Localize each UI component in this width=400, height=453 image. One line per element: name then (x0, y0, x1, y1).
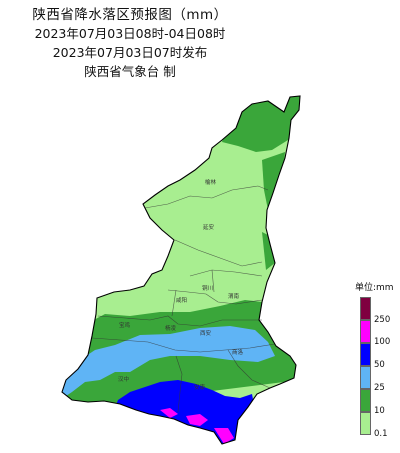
legend-swatch-10 (360, 389, 371, 412)
city-labels: 榆林 延安 铜川 渭南 咸阳 宝鸡 杨凌 西安 商洛 汉中 安康 (118, 178, 244, 391)
precip-zone-10-northeast (262, 152, 285, 210)
legend-label-250: 250 (374, 315, 391, 325)
map-title: 陕西省降水落区预报图（mm） (32, 7, 228, 23)
forecast-period: 2023年07月03日08时-04日08时 (34, 26, 226, 41)
city-label-yanan: 延安 (203, 223, 215, 231)
city-label-yulin: 榆林 (205, 178, 217, 186)
precip-fill-layer (62, 96, 300, 444)
legend-title: 单位:mm (355, 283, 394, 293)
legend-label-0.1: 0.1 (374, 429, 388, 439)
city-label-yangling: 杨凌 (165, 324, 177, 332)
city-label-shangluo: 商洛 (232, 348, 244, 356)
legend-label-50: 50 (374, 360, 385, 370)
issue-time: 2023年07月03日07时发布 (52, 45, 208, 60)
legend: 单位:mm 250 100 50 25 10 0.1 (355, 283, 400, 439)
city-label-xian: 西安 (200, 329, 212, 337)
precip-zone-25 (62, 326, 275, 400)
legend-swatch-50 (360, 343, 371, 366)
legend-swatch-250 (360, 297, 371, 320)
legend-label-25: 25 (374, 383, 385, 393)
legend-swatch-100 (360, 320, 371, 343)
city-label-hanzhong: 汉中 (118, 375, 129, 383)
legend-label-100: 100 (374, 337, 391, 347)
issuing-agency: 陕西省气象台 制 (84, 64, 176, 79)
precip-zone-100 (214, 428, 234, 444)
legend-label-10: 10 (374, 406, 385, 416)
city-boundaries (91, 185, 276, 413)
legend-swatch-25 (360, 366, 371, 389)
city-label-ankang: 安康 (194, 383, 206, 391)
precip-zone-100 (160, 408, 178, 418)
precip-zone-100 (186, 414, 208, 426)
city-label-weinan: 渭南 (228, 292, 240, 300)
city-label-tongchuan: 铜川 (202, 284, 213, 292)
city-label-baoji: 宝鸡 (119, 321, 131, 329)
legend-swatch-0.1 (360, 412, 371, 435)
map-header: 陕西省降水落区预报图（mm） 2023年07月03日08时-04日08时 202… (0, 6, 260, 81)
city-label-xianyang: 咸阳 (176, 296, 187, 304)
